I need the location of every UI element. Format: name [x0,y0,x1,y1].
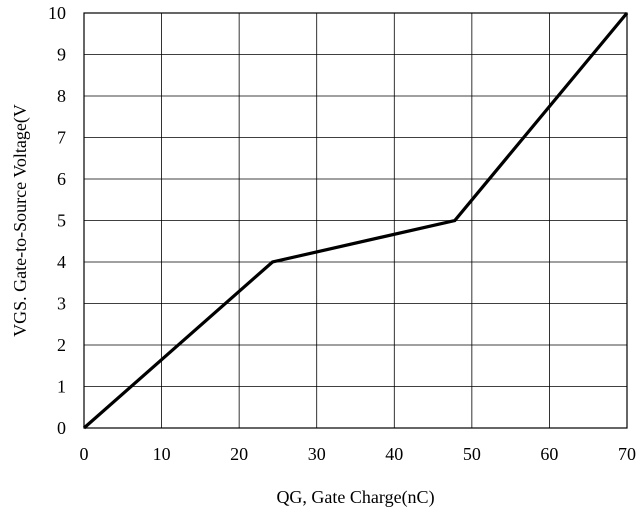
y-tick-label: 10 [48,3,66,23]
y-tick-label: 2 [57,335,66,355]
plot-frame [83,12,628,429]
series-line-0 [82,11,629,430]
x-axis-label: QG, Gate Charge(nC) [276,487,434,508]
x-tick-label: 50 [463,444,481,464]
y-tick-label: 9 [57,45,66,65]
y-tick-label: 0 [57,418,66,438]
x-tick-label: 60 [540,444,558,464]
x-tick-label: 30 [308,444,326,464]
y-tick-label: 7 [57,128,66,148]
x-tick-label: 10 [153,444,171,464]
y-axis-label: VGS. Gate-to-Source Voltage(V [10,104,31,337]
y-tick-label: 4 [57,252,66,272]
x-tick-label: 40 [385,444,403,464]
grid-lines [83,12,628,429]
y-tick-label: 1 [57,377,66,397]
series-layer [82,11,629,430]
x-tick-label: 70 [618,444,636,464]
y-tick-label: 8 [57,86,66,106]
y-tick-labels: 0 1 2 3 4 5 6 7 8 9 10 [48,3,66,438]
y-tick-label: 6 [57,169,66,189]
y-tick-label: 5 [57,211,66,231]
y-tick-label: 3 [57,294,66,314]
x-tick-label: 20 [230,444,248,464]
x-tick-label: 0 [80,444,89,464]
x-tick-labels: 0 10 20 30 40 50 60 70 [80,444,637,464]
